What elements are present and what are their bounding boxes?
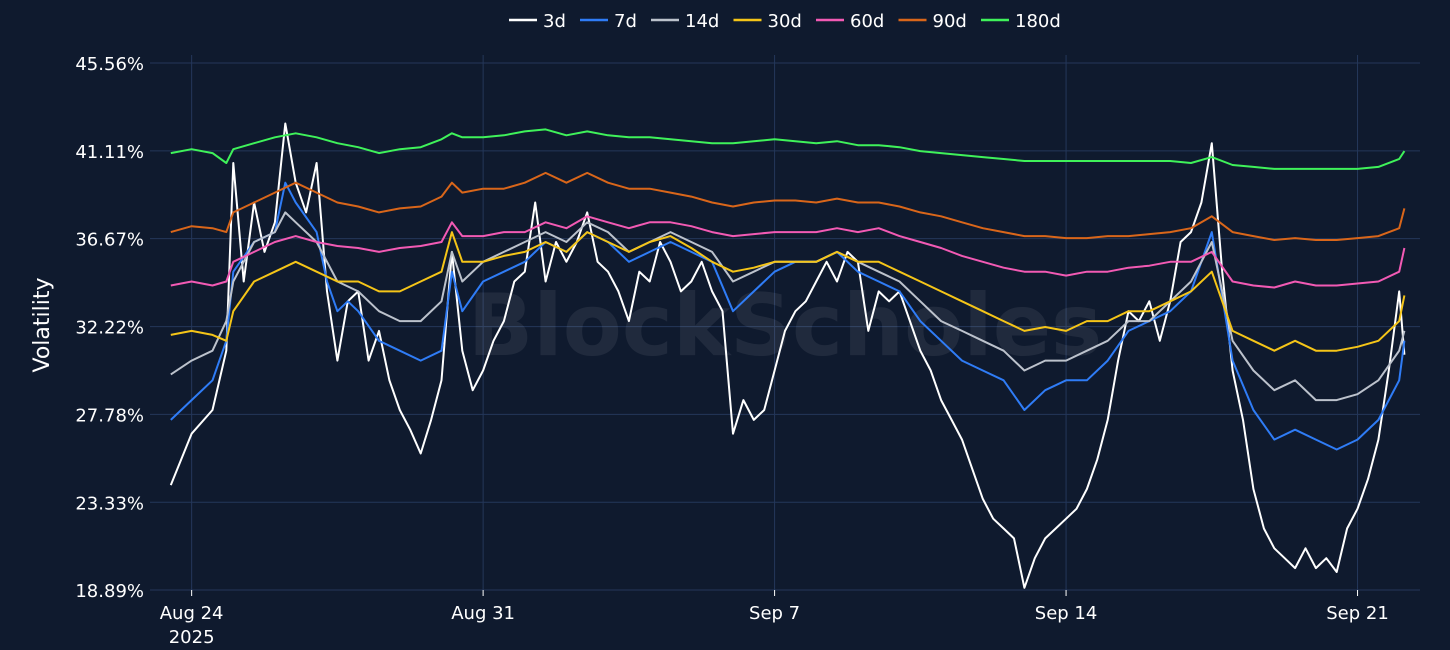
y-tick-label: 23.33% bbox=[75, 493, 144, 514]
y-axis-title: Volatility bbox=[30, 277, 55, 372]
legend-label: 14d bbox=[685, 11, 719, 32]
y-tick-label: 41.11% bbox=[75, 142, 144, 163]
x-axis: Aug 24 2025 Aug 31 Sep 7 Sep 14 Sep 21 bbox=[160, 590, 1389, 648]
series-line-180d bbox=[170, 128, 1406, 170]
legend-label: 60d bbox=[850, 11, 884, 32]
legend-label: 3d bbox=[543, 11, 566, 32]
x-tick-sublabel: 2025 bbox=[169, 627, 215, 648]
legend-label: 30d bbox=[768, 11, 802, 32]
legend-label: 90d bbox=[933, 11, 967, 32]
series-lines bbox=[169, 122, 1406, 589]
legend-item-90d[interactable]: 90d bbox=[898, 11, 967, 32]
y-tick-label: 32.22% bbox=[75, 318, 144, 339]
x-tick-label: Sep 14 bbox=[1035, 603, 1098, 624]
series-line-7d bbox=[170, 181, 1406, 451]
legend-label: 180d bbox=[1015, 11, 1061, 32]
y-tick-label: 27.78% bbox=[75, 405, 144, 426]
series-line-30d bbox=[170, 231, 1406, 352]
series-line-3d bbox=[169, 122, 1406, 589]
watermark-logo: BlockScholes bbox=[468, 276, 1103, 376]
x-tick-label: Aug 31 bbox=[451, 603, 515, 624]
y-tick-label: 36.67% bbox=[75, 230, 144, 251]
legend-label: 7d bbox=[614, 11, 637, 32]
y-axis: 45.56% 41.11% 36.67% 32.22% 27.78% 23.33% 18.8… bbox=[75, 54, 144, 602]
x-tick-label: Aug 24 bbox=[160, 603, 224, 624]
series-line-60d bbox=[170, 215, 1406, 289]
legend-item-180d[interactable]: 180d bbox=[981, 11, 1061, 32]
y-tick-label: 45.56% bbox=[75, 54, 144, 75]
legend-item-7d[interactable]: 7d bbox=[580, 11, 637, 32]
x-tick-label: Sep 7 bbox=[749, 603, 800, 624]
legend-item-14d[interactable]: 14d bbox=[651, 11, 719, 32]
grid bbox=[150, 55, 1420, 591]
legend-item-60d[interactable]: 60d bbox=[816, 11, 884, 32]
y-tick-label: 18.89% bbox=[75, 581, 144, 602]
x-tick-label: Sep 21 bbox=[1326, 603, 1389, 624]
series-line-14d bbox=[170, 211, 1406, 402]
legend-item-3d[interactable]: 3d bbox=[509, 11, 566, 32]
series-line-90d bbox=[170, 171, 1406, 241]
legend: 3d 7d 14d 30d 60d 90d 180d bbox=[509, 11, 1061, 32]
legend-item-30d[interactable]: 30d bbox=[733, 11, 802, 32]
